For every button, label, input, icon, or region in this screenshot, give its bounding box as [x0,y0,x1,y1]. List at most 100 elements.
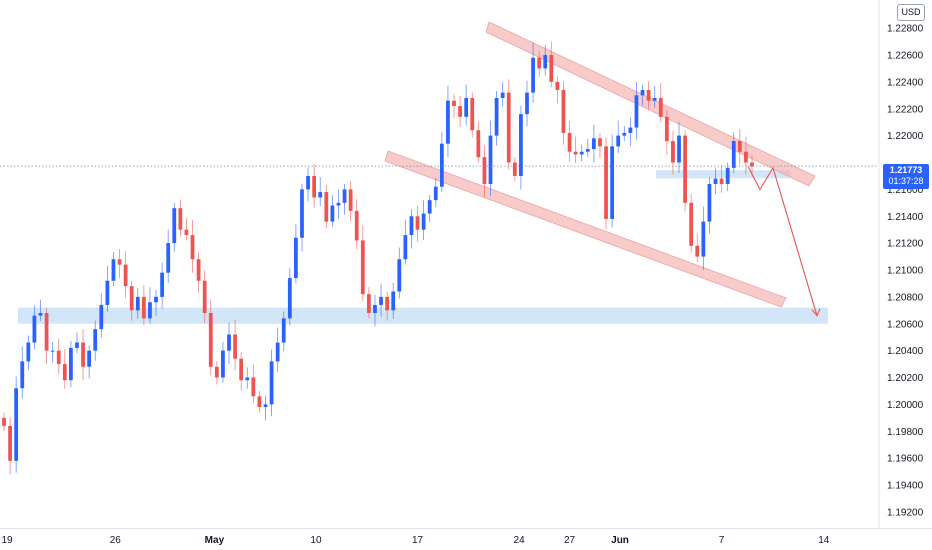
candle[interactable] [695,233,700,262]
candle[interactable] [567,121,572,162]
candle[interactable] [433,178,438,208]
candle[interactable] [312,164,317,208]
candle[interactable] [111,252,116,287]
candle[interactable] [166,229,171,283]
candle[interactable] [555,76,560,104]
candle[interactable] [196,252,201,293]
projection-path[interactable] [747,166,818,316]
candle[interactable] [44,307,49,365]
candle[interactable] [360,225,365,302]
candle[interactable] [172,202,177,252]
candle[interactable] [141,285,146,326]
candle[interactable] [731,132,736,174]
candle[interactable] [75,332,79,354]
candle[interactable] [330,195,335,227]
candle[interactable] [129,280,134,321]
candle[interactable] [38,299,43,322]
candle[interactable] [531,42,535,103]
candle[interactable] [245,367,250,389]
candle[interactable] [300,184,304,252]
channel-upper-band[interactable] [485,21,816,187]
candle[interactable] [506,79,511,170]
candle[interactable] [512,157,517,182]
candle[interactable] [640,84,645,106]
candle[interactable] [592,124,596,163]
candle[interactable] [439,131,444,193]
candle[interactable] [208,299,213,376]
candle[interactable] [287,267,292,326]
candle[interactable] [26,335,31,370]
candle[interactable] [2,412,6,432]
candle[interactable] [50,342,55,363]
candle[interactable] [148,287,152,324]
candle[interactable] [409,209,414,249]
candle[interactable] [69,340,73,388]
candle[interactable] [32,305,37,350]
candle[interactable] [62,349,67,389]
candle[interactable] [154,289,158,316]
candle[interactable] [214,361,219,385]
support-zone[interactable] [18,307,828,324]
candle[interactable] [239,351,244,391]
channel-lower-band[interactable] [384,150,787,308]
candle[interactable] [117,249,122,279]
candle[interactable] [20,346,25,399]
candle[interactable] [452,93,456,118]
candle[interactable] [8,417,12,475]
candle[interactable] [56,338,61,375]
candle[interactable] [519,105,523,190]
candle[interactable] [227,322,231,365]
candle[interactable] [689,194,694,253]
candle[interactable] [658,82,663,123]
candle[interactable] [105,265,110,312]
candle[interactable] [476,121,481,163]
candle[interactable] [373,294,377,327]
candle[interactable] [123,251,128,298]
candle[interactable] [598,132,602,159]
candle[interactable] [281,311,286,352]
candle[interactable] [737,129,742,166]
candle[interactable] [336,189,341,219]
candle[interactable] [263,395,268,421]
candle[interactable] [652,86,657,108]
candle[interactable] [342,184,347,215]
candle[interactable] [93,320,98,361]
candle[interactable] [135,288,140,319]
candle[interactable] [549,41,554,88]
candle[interactable] [622,125,627,141]
candle[interactable] [494,91,499,146]
currency-badge[interactable]: USD [897,4,925,21]
candle[interactable] [251,364,256,404]
candle[interactable] [628,117,633,147]
candle[interactable] [306,167,310,202]
candle[interactable] [397,247,402,299]
candle[interactable] [664,109,669,155]
candle[interactable] [275,327,280,372]
candle[interactable] [464,84,469,126]
candle[interactable] [488,120,493,196]
candle[interactable] [391,282,396,319]
candle[interactable] [725,162,730,191]
candle[interactable] [348,180,353,222]
candle[interactable] [427,194,432,223]
candle[interactable] [543,44,548,76]
candle[interactable] [87,345,92,379]
candle[interactable] [202,270,207,324]
candle[interactable] [537,50,542,78]
candle[interactable] [585,138,590,158]
candle[interactable] [385,291,390,321]
candle[interactable] [221,342,225,383]
candle[interactable] [677,122,681,173]
candle[interactable] [178,199,183,237]
candle[interactable] [604,137,608,230]
candle[interactable] [500,82,505,107]
candle[interactable] [354,199,359,250]
candle[interactable] [366,287,371,319]
candle[interactable] [713,168,718,195]
candle[interactable] [81,329,85,381]
candle[interactable] [403,220,408,265]
candle[interactable] [458,95,462,128]
candle[interactable] [470,92,475,138]
candle[interactable] [257,390,262,413]
